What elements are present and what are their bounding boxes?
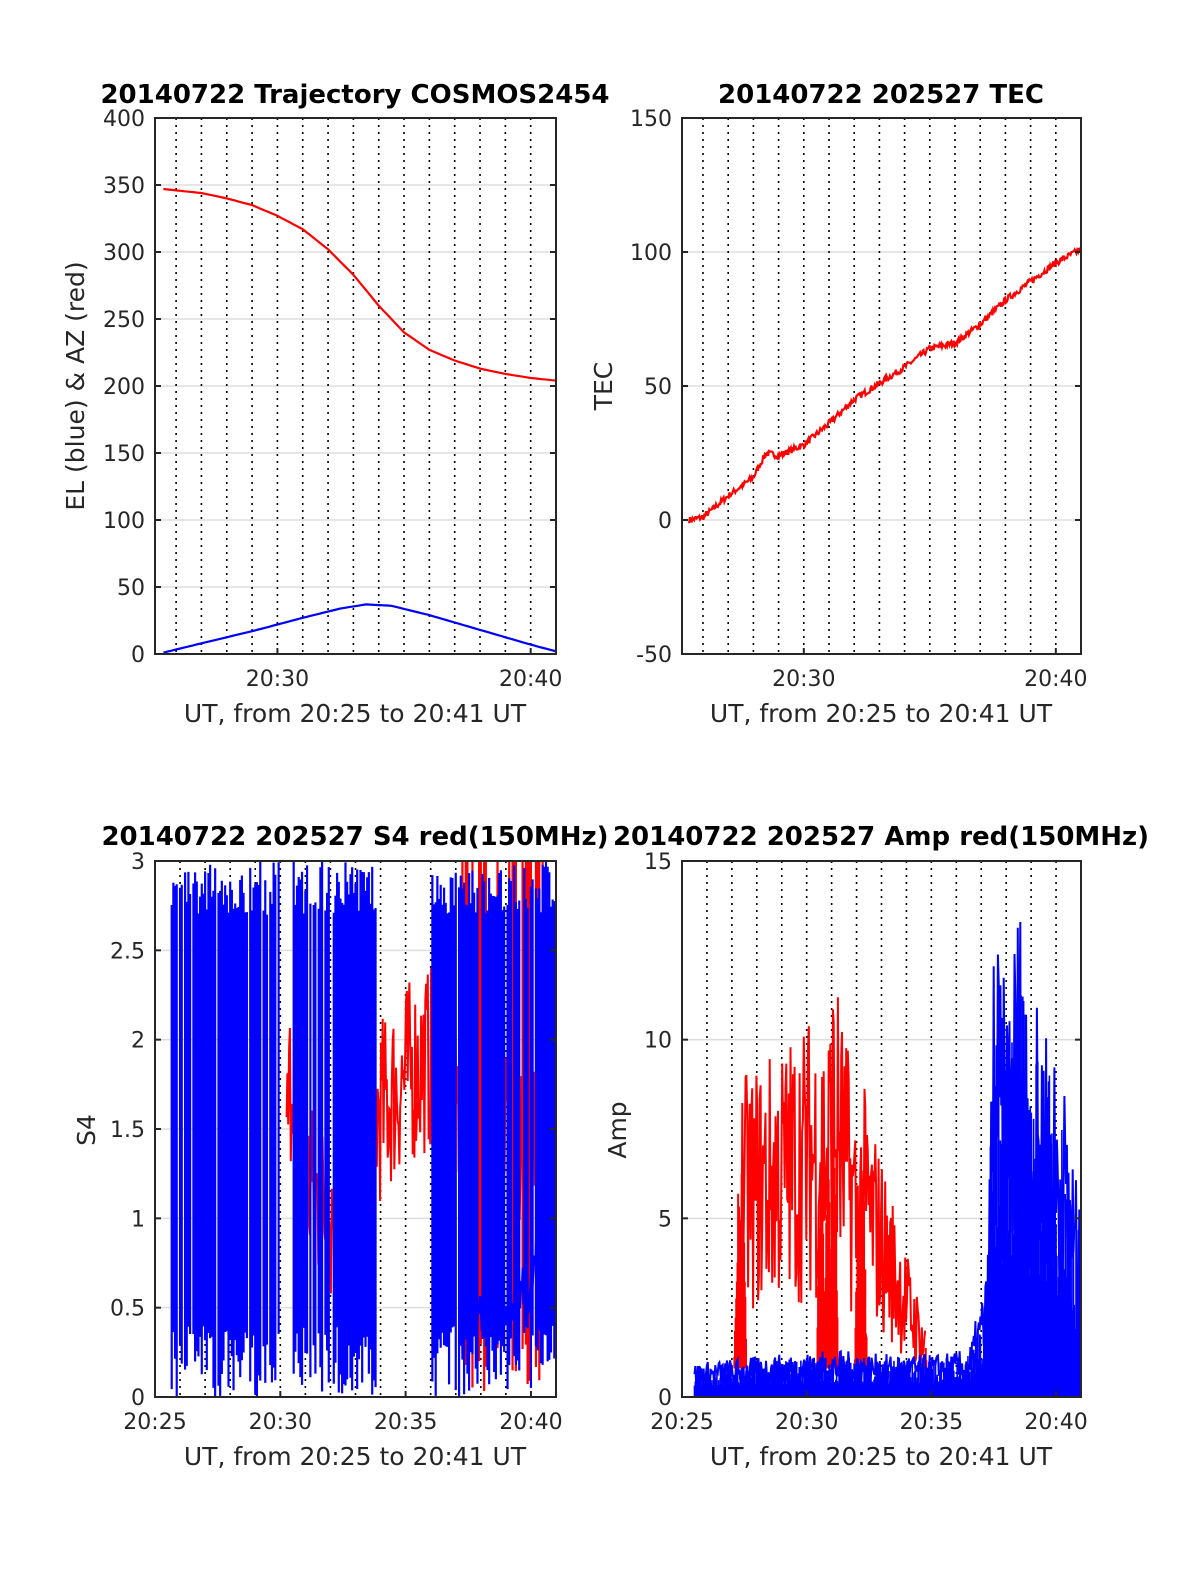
- y-tick-label: 2.5: [110, 939, 145, 964]
- amp-ylabel: Amp: [603, 1101, 632, 1158]
- tec-title: 20140722 202527 TEC: [718, 80, 1044, 110]
- amp-panel: 20140722 202527 Amp red(150MHz) UT, from…: [603, 822, 1149, 1471]
- tec-ylabel: TEC: [589, 362, 618, 412]
- y-tick-label: 5: [658, 1207, 672, 1232]
- tec-xlabel: UT, from 20:25 to 20:41 UT: [710, 699, 1053, 728]
- axes-box: [681, 860, 1082, 1398]
- series-line-0: [163, 603, 556, 654]
- trajectory-title: 20140722 Trajectory COSMOS2454: [100, 80, 609, 110]
- x-tick-label: 20:35: [900, 1410, 963, 1435]
- y-tick-label: 300: [103, 241, 145, 266]
- y-tick-label: 0: [131, 1386, 145, 1411]
- series-line-0: [737, 997, 927, 1370]
- s4-panel: 20140722 202527 S4 red(150MHz) UT, from …: [72, 822, 609, 1471]
- y-tick-label: 50: [117, 576, 145, 601]
- trajectory-panel: 20140722 Trajectory COSMOS2454 UT, from …: [61, 80, 610, 728]
- y-tick-label: 10: [644, 1029, 672, 1054]
- x-tick-label: 20:40: [499, 1410, 562, 1435]
- y-tick-label: 0: [658, 509, 672, 534]
- s4-ylabel: S4: [72, 1114, 101, 1146]
- y-tick-label: 400: [103, 107, 145, 132]
- y-tick-label: 250: [103, 308, 145, 333]
- amp-xlabel: UT, from 20:25 to 20:41 UT: [710, 1442, 1053, 1471]
- y-tick-label: 100: [630, 241, 672, 266]
- x-tick-label: 20:30: [772, 667, 835, 692]
- y-tick-label: 150: [630, 107, 672, 132]
- y-tick-label: 3: [131, 850, 145, 875]
- amp-title: 20140722 202527 Amp red(150MHz): [613, 822, 1149, 852]
- y-tick-label: 200: [103, 375, 145, 400]
- trajectory-xlabel: UT, from 20:25 to 20:41 UT: [184, 699, 527, 728]
- y-tick-label: 0.5: [110, 1297, 145, 1322]
- series-line-0: [688, 246, 1081, 524]
- x-tick-label: 20:25: [650, 1410, 713, 1435]
- x-tick-label: 20:25: [123, 1410, 186, 1435]
- x-tick-label: 20:35: [374, 1410, 437, 1435]
- x-tick-label: 20:40: [1024, 667, 1087, 692]
- x-tick-label: 20:30: [246, 667, 309, 692]
- trajectory-ylabel: EL (blue) & AZ (red): [61, 261, 90, 510]
- x-tick-label: 20:30: [249, 1410, 312, 1435]
- y-tick-label: 50: [644, 375, 672, 400]
- series-line-1: [163, 187, 556, 382]
- y-tick-label: 1: [131, 1207, 145, 1232]
- y-tick-label: 150: [103, 442, 145, 467]
- tec-panel: 20140722 202527 TEC UT, from 20:25 to 20…: [589, 80, 1088, 728]
- s4-xlabel: UT, from 20:25 to 20:41 UT: [184, 1442, 527, 1471]
- y-tick-label: 0: [658, 1386, 672, 1411]
- x-tick-label: 20:30: [775, 1410, 838, 1435]
- x-tick-label: 20:40: [1024, 1410, 1087, 1435]
- y-tick-label: 1.5: [110, 1118, 145, 1143]
- y-tick-label: 0: [131, 643, 145, 668]
- y-tick-label: 2: [131, 1029, 145, 1054]
- x-tick-label: 20:40: [499, 667, 562, 692]
- y-tick-label: 100: [103, 509, 145, 534]
- y-tick-label: 350: [103, 174, 145, 199]
- s4-title: 20140722 202527 S4 red(150MHz): [101, 822, 608, 852]
- y-tick-label: -50: [636, 643, 672, 668]
- y-tick-label: 15: [644, 850, 672, 875]
